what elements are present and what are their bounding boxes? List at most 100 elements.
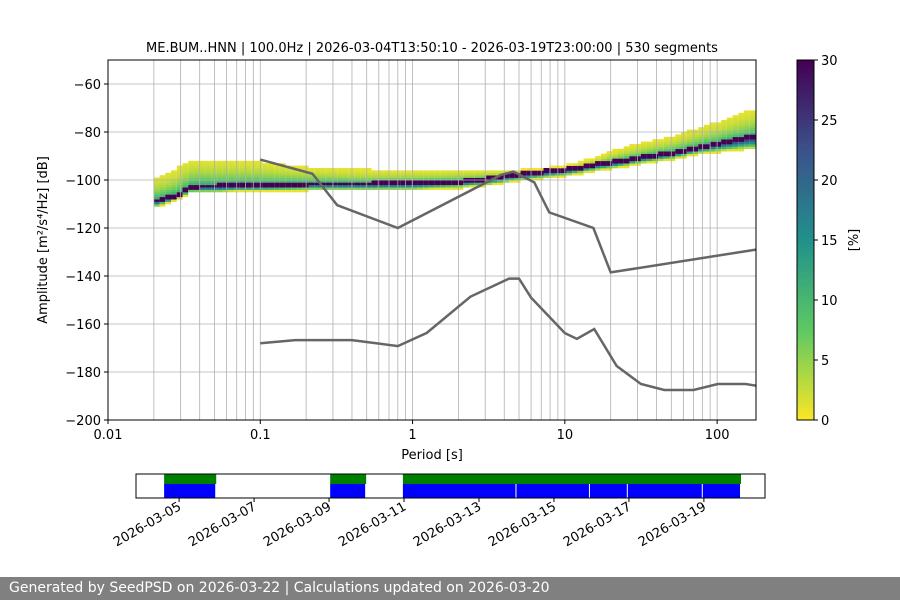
density-cell [394,187,401,190]
density-cell [245,177,252,181]
density-cell [675,134,682,138]
density-cell [216,177,223,181]
density-cell [365,180,372,183]
density-cell [646,151,653,154]
density-cell [279,182,286,186]
colorbar-cell [797,320,814,323]
density-cell [744,146,750,150]
density-cell [228,168,235,171]
density-cell [308,177,315,181]
colorbar-cell [797,390,814,393]
density-cell [744,129,750,133]
density-cell [686,144,693,147]
density-cell [715,141,722,145]
density-cell [709,132,716,135]
footer: Generated by SeedPSD on 2026-03-22 | Cal… [0,577,900,600]
colorbar-cell [797,412,814,415]
colorbar-cell [797,96,814,99]
density-cell [153,182,160,186]
density-cell [600,160,607,164]
density-cell [262,168,269,171]
density-cell [251,184,257,188]
density-cell [279,187,286,190]
density-cell [239,172,246,176]
density-cell [285,189,292,193]
density-cell [159,175,166,178]
density-cell [715,136,722,140]
density-cell [617,153,624,157]
colorbar-cell [797,404,814,407]
density-cell [721,122,727,126]
density-cell [176,184,183,188]
density-cell [308,170,315,174]
density-cell [153,196,160,200]
density-cell [726,146,733,150]
colorbar-cell [797,80,814,83]
colorbar-cell [797,106,814,109]
density-cell [692,136,699,140]
density-cell [388,170,395,174]
density-cell [698,132,704,135]
density-cell [394,170,401,174]
density-cell [211,184,217,188]
density-cell [732,136,739,140]
density-cell [681,153,687,157]
density-cell [606,151,613,154]
density-cell [188,182,194,186]
plot-frame [107,59,757,421]
density-cell [171,189,177,193]
density-cell [239,175,246,178]
density-cell [308,187,315,190]
colorbar-tick-label: 25 [821,114,838,129]
density-cell [640,158,647,162]
density-cell [686,136,693,140]
density-cell [371,182,378,186]
density-cell [703,127,710,130]
density-cell [703,151,710,154]
density-cell [480,177,487,181]
density-cell [176,170,183,174]
colorbar-cell [797,272,814,275]
density-cell [320,170,326,174]
density-cell [188,175,194,178]
density-cell [325,170,332,174]
density-cell [285,180,292,183]
density-cell [371,172,378,176]
density-cell [686,139,693,142]
density-cell [469,182,475,186]
density-cell [360,184,366,188]
density-cell [188,170,194,174]
density-cell [199,182,206,186]
colorbar-cell [797,162,814,165]
density-cell [193,165,200,169]
density-cell [744,141,750,145]
density-cell [308,182,315,186]
colorbar-cell [797,140,814,143]
density-cell [394,175,401,178]
density-cell [388,182,395,186]
density-cell [279,170,286,174]
density-cell [589,170,596,174]
density-cell [268,163,275,166]
density-cell [256,175,263,178]
density-cell [715,151,722,154]
density-cell [239,177,246,181]
density-cell [532,177,538,181]
colorbar-cell [797,236,814,239]
density-cell [371,184,378,188]
colorbar-cell [797,300,814,303]
colorbar-cell [797,102,814,105]
density-cell [388,187,395,190]
density-cell [411,184,418,188]
density-cell [205,187,212,190]
coverage-bar [330,474,367,484]
density-cell [423,175,429,178]
density-cell [738,146,745,150]
density-cell [669,144,676,147]
density-cell [216,160,223,164]
density-cell [595,158,601,162]
density-cell [629,148,636,152]
density-cell [589,168,596,171]
density-cell [285,175,292,178]
density-cell [262,170,269,174]
